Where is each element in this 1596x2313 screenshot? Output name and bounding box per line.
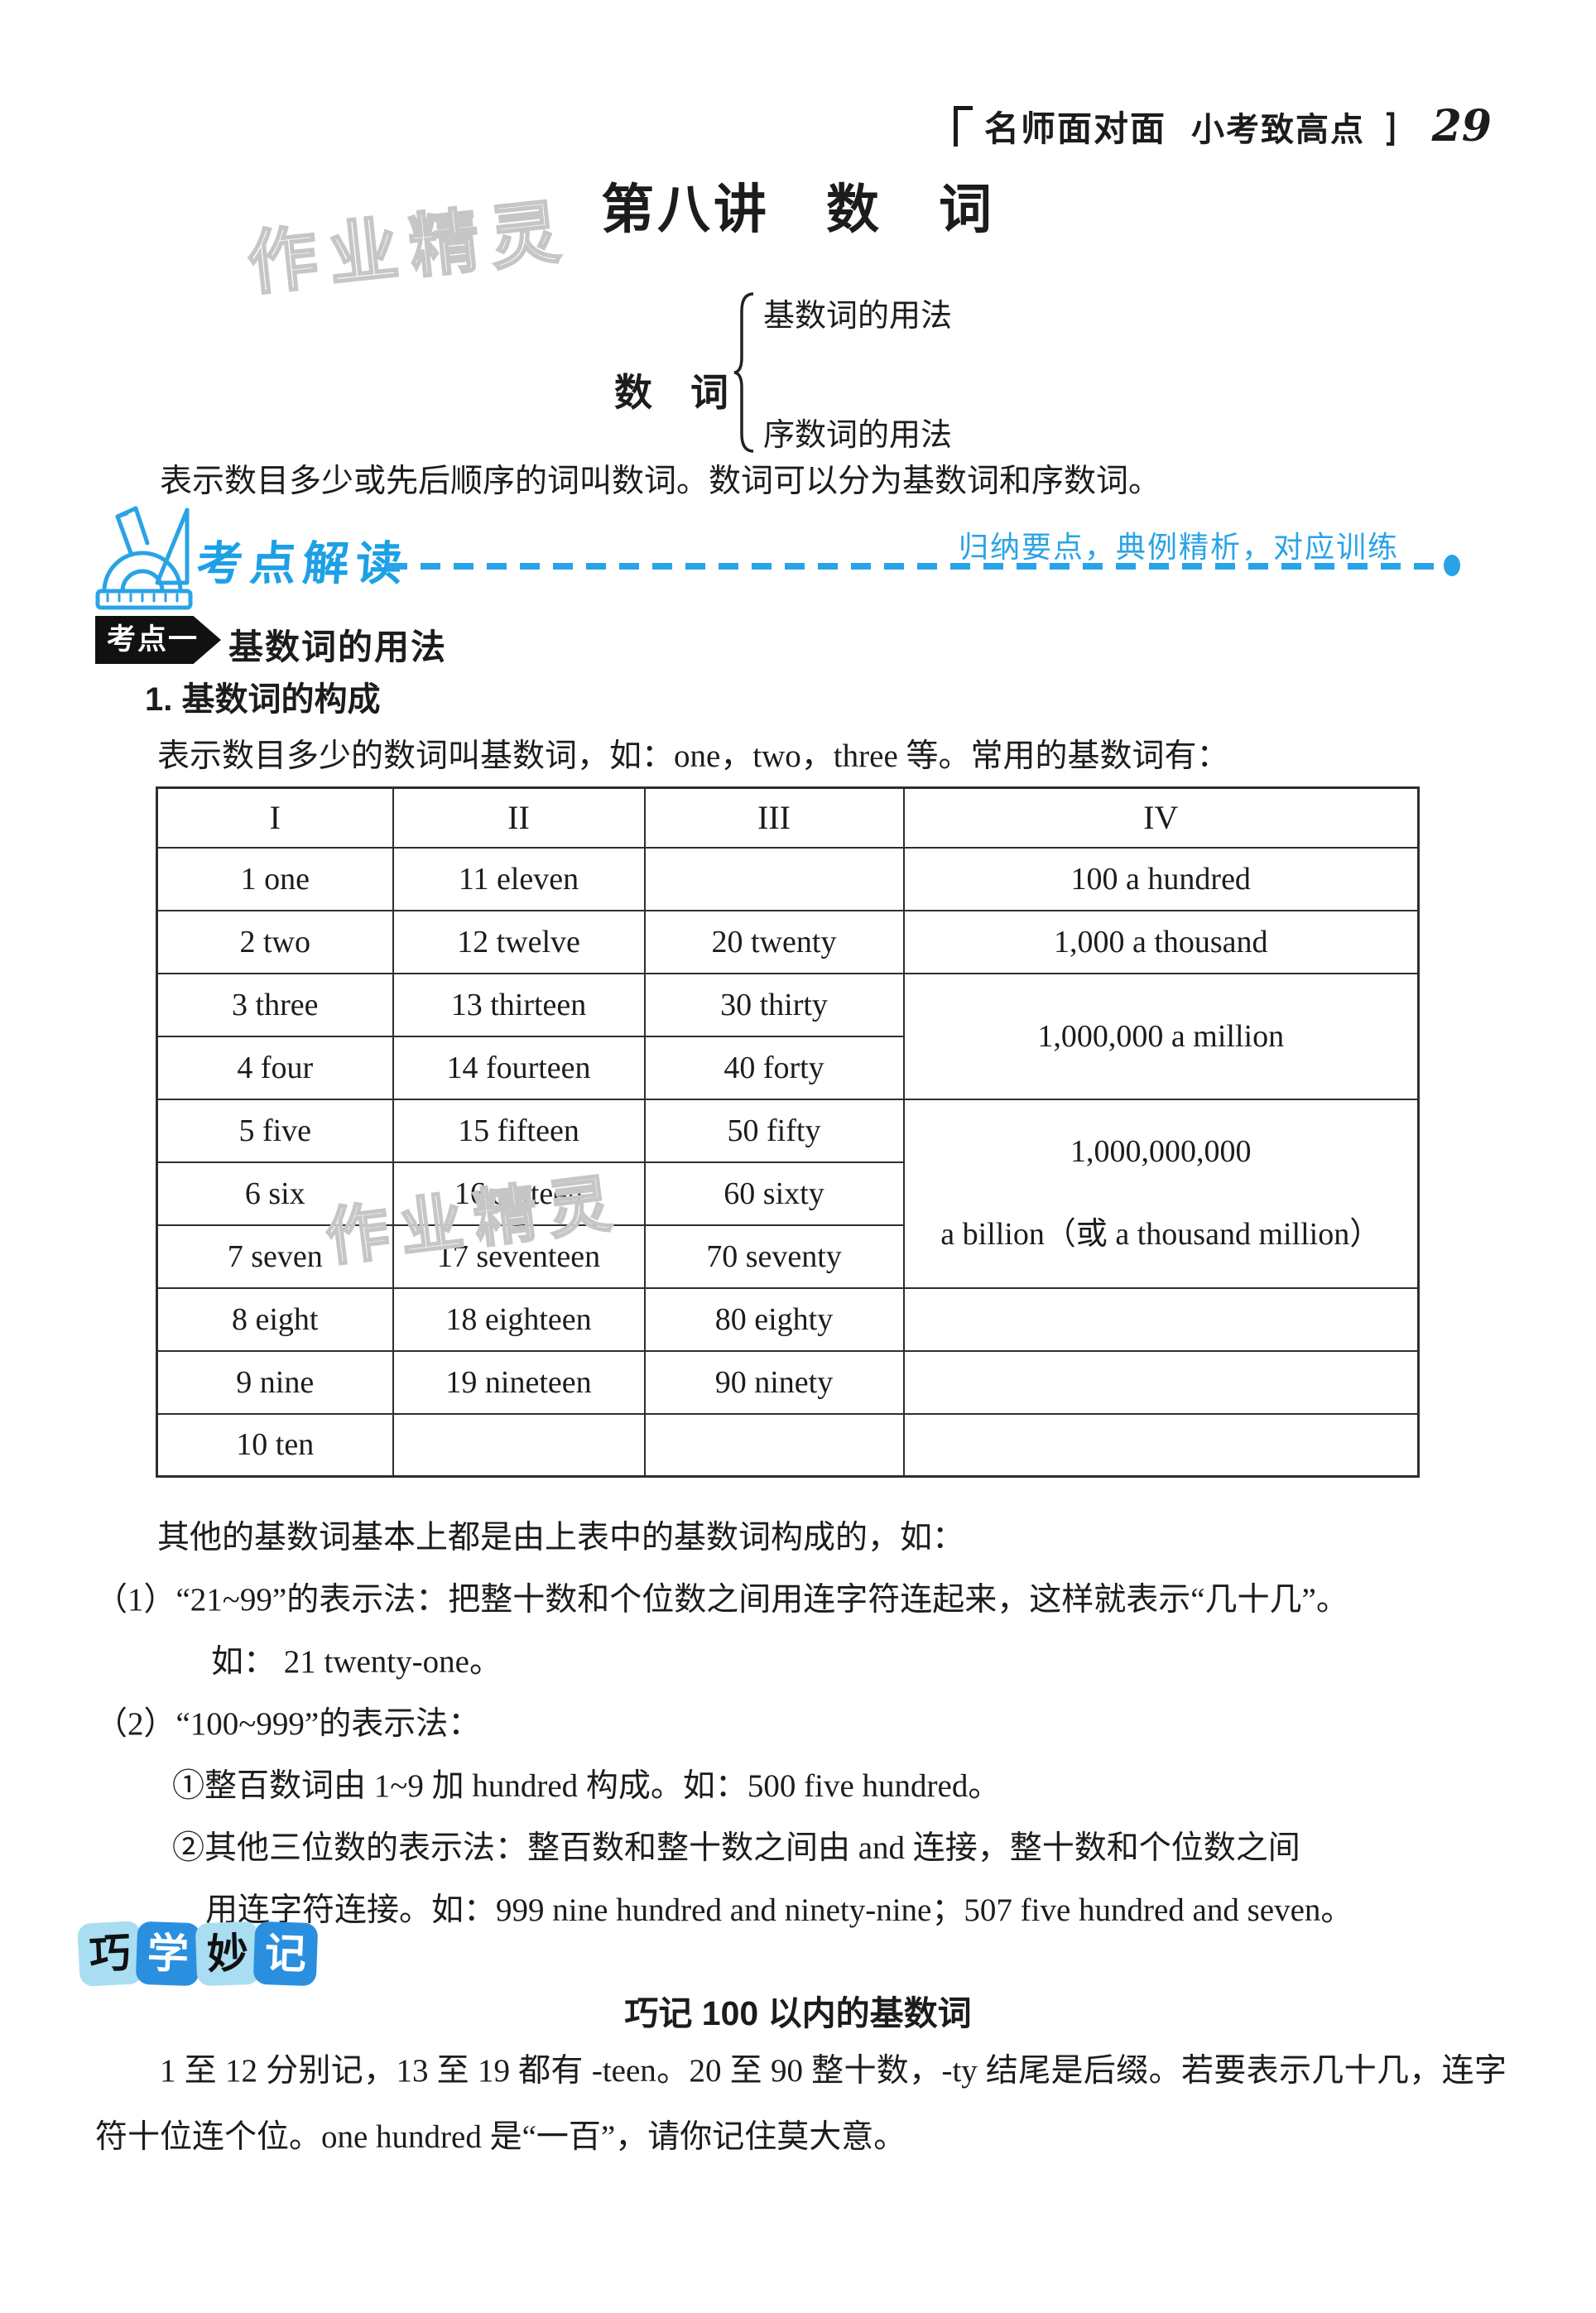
col-header: IV: [902, 786, 1420, 849]
tip-badge-char: 学: [135, 1921, 201, 1987]
table-row: 2 two 12 twelve 20 twenty 1,000 a thousa…: [156, 909, 1420, 974]
tip-heading: 巧记 100 以内的基数词: [624, 1994, 972, 2032]
table-cell: 14 fourteen: [392, 1035, 646, 1100]
table-cell: 1 one: [156, 846, 394, 911]
exam-point-title: 基数词的用法: [228, 628, 448, 666]
table-cell: [643, 846, 905, 911]
table-cell: 1,000 a thousand: [902, 909, 1420, 974]
table-cell: [902, 1286, 1420, 1352]
col-header: I: [156, 786, 394, 849]
table-cell: 11 eleven: [392, 846, 646, 911]
col-header: II: [392, 786, 646, 849]
brand-subtitle: 小考致高点: [1190, 111, 1365, 148]
table-cell: 8 eight: [156, 1286, 394, 1352]
page-header: 名师面对面 小考致高点 ] 29: [953, 101, 1492, 151]
dashed-rule: [387, 563, 1440, 570]
lesson-title: 第八讲 数 词: [601, 180, 995, 239]
tip-badge-char: 记: [252, 1921, 319, 1987]
table-cell: 10 ten: [156, 1412, 394, 1478]
table-row: 1 one 11 eleven 100 a hundred: [156, 846, 1420, 911]
table-cell: [902, 1412, 1420, 1478]
table-row: 4 four 14 fourteen 40 forty: [156, 1035, 1419, 1100]
table-cell: 4 four: [156, 1035, 394, 1100]
curly-brace-icon: [733, 292, 754, 453]
table-cell: 16 sixteen: [392, 1161, 646, 1226]
table-cell: 17 seventeen: [392, 1224, 646, 1289]
table-row: 10 ten: [156, 1412, 1420, 1478]
table-cell: 9 nine: [156, 1349, 394, 1415]
tip-badge-char: 妙: [195, 1921, 261, 1987]
note-paragraph: （1）“21~99”的表示法：把整十数和个位数之间用连字符连起来，这样就表示“几…: [95, 1582, 1348, 1618]
brace-item-ordinal: 序数词的用法: [763, 418, 953, 453]
tip-badge-char: 巧: [77, 1921, 143, 1987]
table-row: 9 nine 19 nineteen 90 ninety: [156, 1349, 1420, 1415]
table-cell-merged: 1,000,000,000 a billion（或 a thousand mil…: [902, 1098, 1420, 1289]
table-cell: 5 five: [156, 1098, 394, 1163]
note-paragraph: ②其他三位数的表示法：整百数和整十数之间由 and 连接，整十数和个位数之间: [172, 1830, 1300, 1866]
note-paragraph: 用连字符连接。如：999 nine hundred and ninety-nin…: [205, 1892, 1353, 1928]
table-cell-merged: 1,000,000 a million: [902, 972, 1420, 1100]
note-paragraph: （2）“100~999”的表示法：: [95, 1706, 481, 1742]
table-cell: 7 seven: [156, 1224, 394, 1289]
protractor-pencil-icon: [95, 506, 193, 610]
brace-diagram-label: 数 词: [614, 371, 728, 414]
table-cell: [392, 1412, 646, 1478]
table-cell: 2 two: [156, 909, 394, 974]
brand-title: 名师面对面: [983, 109, 1166, 148]
table-cell: 80 eighty: [643, 1286, 905, 1352]
section-tagline: 归纳要点，典例精析，对应训练: [959, 530, 1400, 564]
billion-number: 1,000,000,000: [1070, 1134, 1252, 1169]
table-cell: 3 three: [156, 972, 394, 1037]
table-cell: 90 ninety: [643, 1349, 905, 1415]
table-cell: 50 fifty: [643, 1098, 905, 1163]
exam-point-badge: 考点一: [95, 616, 221, 664]
tip-body: 1 至 12 分别记，13 至 19 都有 -teen。20 至 90 整十数，…: [95, 2053, 1507, 2155]
table-row: 6 six 16 sixteen 60 sixty: [156, 1161, 1419, 1226]
table-cell: 12 twelve: [392, 909, 646, 974]
table-cell: 20 twenty: [643, 909, 905, 974]
rule-end-dot: [1444, 555, 1460, 576]
bracket-corner-icon: [953, 106, 973, 147]
col-header: III: [643, 786, 905, 849]
cardinal-numbers-table: I II III IV 1 one 11 eleven 100 a hundre…: [156, 786, 1420, 1478]
table-cell: [643, 1412, 905, 1478]
table-cell: [902, 1349, 1420, 1415]
subsection-lead: 表示数目多少的数词叫基数词，如：one，two，three 等。常用的基数词有：: [157, 738, 1229, 774]
table-row: 7 seven 17 seventeen 70 seventy: [156, 1224, 1419, 1289]
table-header-row: I II III IV: [156, 786, 1420, 849]
table-cell: 18 eighteen: [392, 1286, 646, 1352]
billion-words: a billion（或 a thousand million）: [940, 1217, 1382, 1252]
section-title: 考点解读: [195, 537, 411, 589]
table-cell: 19 nineteen: [392, 1349, 646, 1415]
note-paragraph: 如： 21 twenty-one。: [211, 1644, 502, 1680]
table-cell: 70 seventy: [643, 1224, 905, 1289]
table-row: 8 eight 18 eighteen 80 eighty: [156, 1286, 1420, 1352]
note-paragraph: 其他的基数词基本上都是由上表中的基数词构成的，如：: [157, 1520, 965, 1556]
table-cell: 6 six: [156, 1161, 394, 1226]
table-cell: 60 sixty: [643, 1161, 905, 1226]
tip-badge: 巧 学 妙 记: [77, 1921, 319, 1987]
table-cell: 100 a hundred: [902, 846, 1420, 911]
table-row: 3 three 13 thirteen 30 thirty 1,000,000 …: [156, 972, 1420, 1100]
brace-item-cardinal: 基数词的用法: [763, 299, 953, 334]
table-cell: 15 fifteen: [392, 1098, 646, 1163]
table-cell: 30 thirty: [643, 972, 905, 1037]
table-cell: 40 forty: [643, 1035, 905, 1100]
table-row: 5 five 15 fifteen 50 fifty 1,000,000,000…: [156, 1098, 1420, 1289]
closing-bracket: ]: [1386, 105, 1396, 147]
note-paragraph: ①整百数词由 1~9 加 hundred 构成。如：500 five hundr…: [172, 1768, 1001, 1804]
intro-paragraph: 表示数目多少或先后顺序的词叫数词。数词可以分为基数词和序数词。: [160, 464, 1161, 499]
subsection-heading: 1. 基数词的构成: [145, 681, 381, 718]
table-cell: 13 thirteen: [392, 972, 646, 1037]
page-number: 29: [1431, 101, 1492, 151]
